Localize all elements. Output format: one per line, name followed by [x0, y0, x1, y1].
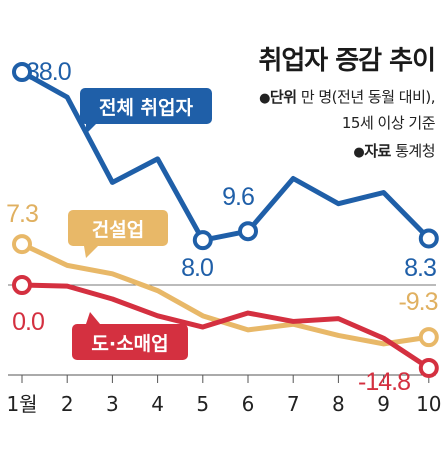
chart-title: 취업자 증감 추이: [258, 46, 436, 76]
data-value-label: 0.0: [12, 308, 44, 336]
series-name-box: [72, 324, 188, 360]
x-tick-label: 10: [416, 392, 441, 416]
data-value-label: -14.8: [358, 368, 410, 396]
data-value-label: -9.3: [398, 288, 437, 316]
series-name-box: [68, 210, 168, 246]
bullet-icon: ●: [353, 145, 365, 160]
data-point-marker: [418, 327, 439, 348]
x-tick-label: 1월: [6, 392, 37, 416]
series-name-pointer: [84, 246, 98, 258]
data-value-label: 8.0: [181, 254, 213, 282]
source-label: 자료: [364, 142, 391, 160]
data-value-label: 8.3: [404, 254, 436, 282]
series-line: [19, 282, 432, 371]
x-tick-label: 5: [196, 392, 209, 416]
source-text: 통계청: [395, 142, 435, 160]
x-tick-label: 4: [151, 392, 164, 416]
series-name-label: 전체 취업자: [99, 97, 194, 119]
x-tick-label: 2: [61, 392, 74, 416]
data-point-marker: [418, 357, 439, 378]
x-tick-label: 6: [242, 392, 255, 416]
data-point-marker: [192, 230, 213, 251]
series-name-box: [80, 88, 212, 124]
data-value-label: 9.6: [222, 183, 254, 211]
series-line: [19, 241, 432, 347]
data-point-marker: [238, 221, 258, 242]
series-name-pointer: [86, 312, 100, 324]
unit-note-line2: 15세 이상 기준: [341, 114, 436, 132]
series-name-pointer: [86, 124, 96, 134]
series-name-label: 도·소매업: [91, 333, 168, 355]
data-point-marker: [418, 228, 439, 249]
unit-note: ●단위 만 명(전년 동월 대비),: [259, 86, 435, 107]
x-tick-label: 9: [377, 392, 390, 416]
unit-label: 단위: [269, 88, 297, 106]
unit-text: 만 명(전년 동월 대비),: [300, 88, 436, 106]
data-point-marker: [12, 234, 32, 255]
data-value-label: 38.0: [26, 58, 71, 86]
series-line: [19, 69, 432, 243]
data-value-label: 7.3: [6, 200, 38, 228]
data-point-marker: [12, 275, 32, 295]
source-note: ●자료 통계청: [353, 140, 435, 161]
x-tick-label: 3: [106, 392, 119, 416]
x-tick-label: 8: [332, 392, 345, 416]
x-tick-label: 7: [287, 392, 300, 416]
series-name-label: 건설업: [92, 219, 144, 241]
data-point-marker: [12, 62, 32, 82]
bullet-icon: ●: [259, 91, 270, 106]
